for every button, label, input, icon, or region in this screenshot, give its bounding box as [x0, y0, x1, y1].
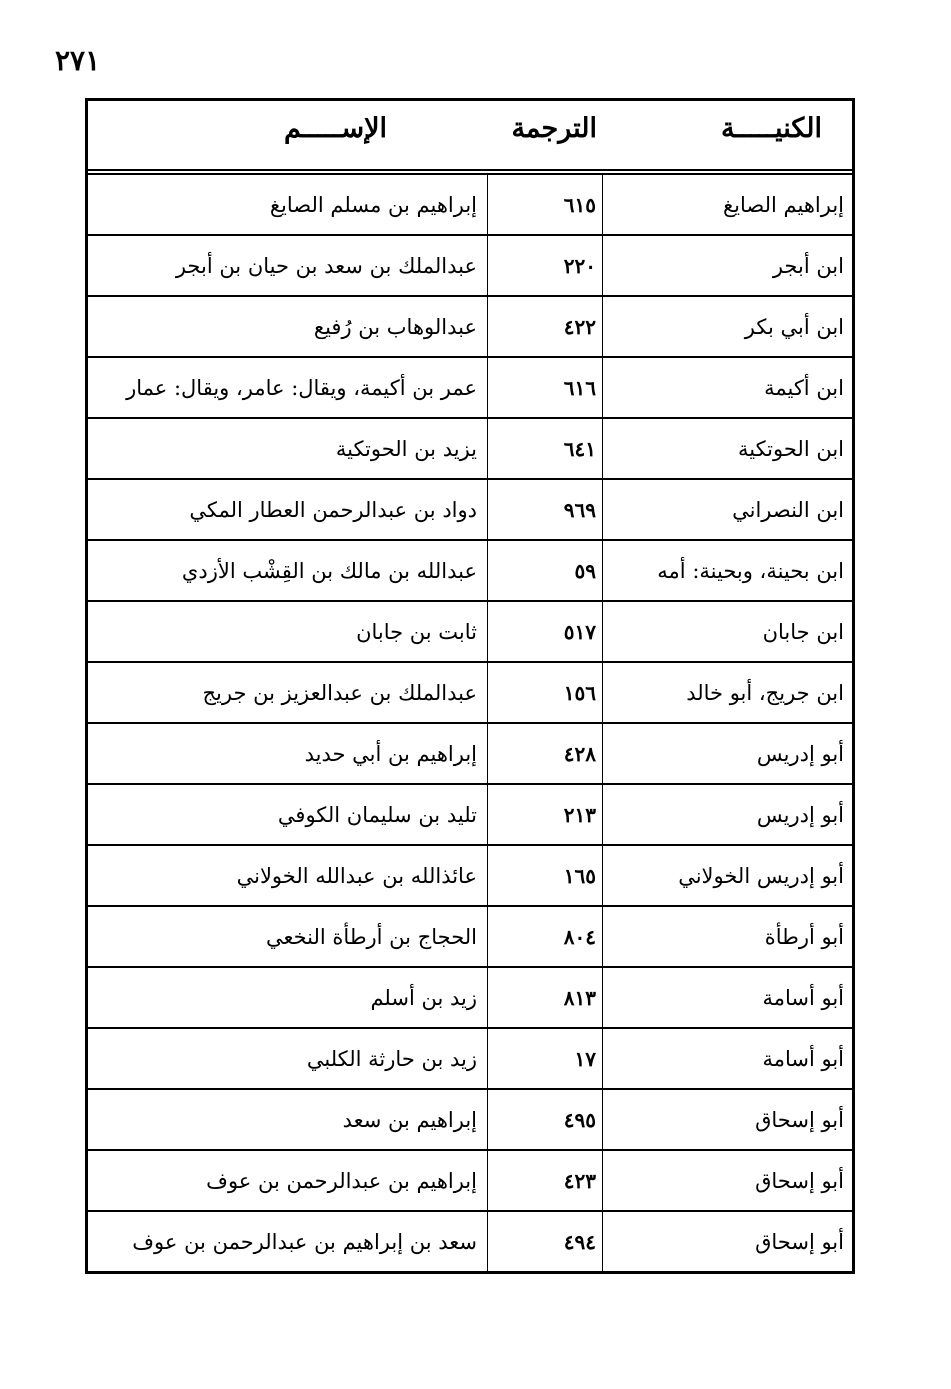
name-cell: عبدالملك بن عبدالعزيز بن جريج [202, 681, 477, 705]
header-name: الإســـــم [283, 113, 387, 144]
kunya-cell: ابن بحينة، وبحينة: أمه [602, 541, 852, 600]
kunya-cell: أبو إدريس الخولاني [602, 846, 852, 905]
kunya-cell: أبو أسامة [602, 968, 852, 1027]
kunya-cell: ابن النصراني [602, 480, 852, 539]
kunya-cell: أبو إدريس [602, 785, 852, 844]
table-row: ابن جابان ٥١٧ ثابت بن جابان [88, 602, 852, 663]
kunya-cell: ابن أبجر [602, 236, 852, 295]
translation-number-cell: ١٦٥ [487, 846, 602, 905]
translation-number-cell: ٦٤١ [487, 419, 602, 478]
name-cell: عمر بن أكيمة، ويقال: عامر، ويقال: عمار [126, 376, 477, 400]
table-row: ابن بحينة، وبحينة: أمه ٥٩ عبدالله بن مالك … [88, 541, 852, 602]
name-cell: تليد بن سليمان الكوفي [277, 803, 477, 827]
table-row: أبو إدريس الخولاني ١٦٥ عائذالله بن عبدالله… [88, 846, 852, 907]
name-cell: عائذالله بن عبدالله الخولاني [236, 864, 477, 888]
name-cell: عبدالوهاب بن رُفيع [313, 315, 477, 339]
name-cell: إبراهيم بن مسلم الصايغ [269, 193, 477, 217]
translation-number-cell: ١٧ [487, 1029, 602, 1088]
kunya-cell: ابن الحوتكية [602, 419, 852, 478]
translation-number-cell: ٢٢٠ [487, 236, 602, 295]
kunya-cell: أبو إدريس [602, 724, 852, 783]
table-row: أبو أرطأة ٨٠٤ الحجاج بن أرطأة النخعي [88, 907, 852, 968]
name-cell: إبراهيم بن عبدالرحمن بن عوف [206, 1169, 477, 1193]
name-cell: إبراهيم بن سعد [342, 1108, 477, 1132]
translation-number-cell: ٦١٥ [487, 175, 602, 234]
name-cell: عبدالله بن مالك بن القِشْب الأزدي [181, 559, 477, 583]
translation-number-cell: ٨٠٤ [487, 907, 602, 966]
table-row: ابن أكيمة ٦١٦ عمر بن أكيمة، ويقال: عامر، و… [88, 358, 852, 419]
kunya-cell: ابن أكيمة [602, 358, 852, 417]
translation-number-cell: ٥٩ [487, 541, 602, 600]
translation-number-cell: ٦١٦ [487, 358, 602, 417]
translation-number-cell: ٤٩٥ [487, 1090, 602, 1149]
table-row: ابن أبي بكر ٤٢٢ عبدالوهاب بن رُفيع [88, 297, 852, 358]
name-cell: يزيد بن الحوتكية [335, 437, 477, 461]
table-row: أبو أسامة ١٧ زيد بن حارثة الكلبي [88, 1029, 852, 1090]
translation-number-cell: ٤٩٤ [487, 1212, 602, 1273]
name-cell: زيد بن أسلم [370, 986, 477, 1010]
table-row: ابن أبجر ٢٢٠ عبدالملك بن سعد بن حيان بن أب… [88, 236, 852, 297]
translation-number-cell: ١٥٦ [487, 663, 602, 722]
table-row: أبو إسحاق ٤٩٤ سعد بن إبراهيم بن عبدالرحمن … [88, 1212, 852, 1273]
table-row: أبو إدريس ٢١٣ تليد بن سليمان الكوفي [88, 785, 852, 846]
name-cell: ثابت بن جابان [356, 620, 477, 644]
table-row: ابن الحوتكية ٦٤١ يزيد بن الحوتكية [88, 419, 852, 480]
kunya-cell: أبو إسحاق [602, 1151, 852, 1210]
name-cell: زيد بن حارثة الكلبي [306, 1047, 477, 1071]
name-cell: الحجاج بن أرطأة النخعي [265, 925, 477, 949]
kunya-cell: أبو إسحاق [602, 1090, 852, 1149]
translation-number-cell: ٤٢٢ [487, 297, 602, 356]
table-row: إبراهيم الصايغ ٦١٥ إبراهيم بن مسلم الصايغ [88, 175, 852, 236]
translation-number-cell: ٤٢٣ [487, 1151, 602, 1210]
table-header: الكنيـــــة الترجمة الإســـــم [88, 101, 852, 175]
kunya-cell: أبو أسامة [602, 1029, 852, 1088]
table-row: أبو إدريس ٤٢٨ إبراهيم بن أبي حديد [88, 724, 852, 785]
name-cell: عبدالملك بن سعد بن حيان بن أبجر [175, 254, 477, 278]
name-cell: دواد بن عبدالرحمن العطار المكي [189, 498, 477, 522]
translation-number-cell: ٤٢٨ [487, 724, 602, 783]
kunya-cell: أبو أرطأة [602, 907, 852, 966]
translation-number-cell: ٥١٧ [487, 602, 602, 661]
kunya-cell: ابن جابان [602, 602, 852, 661]
table-body: إبراهيم الصايغ ٦١٥ إبراهيم بن مسلم الصايغ ا… [88, 175, 852, 1273]
table-row: أبو إسحاق ٤٩٥ إبراهيم بن سعد [88, 1090, 852, 1151]
translation-number-cell: ٢١٣ [487, 785, 602, 844]
kunya-cell: ابن أبي بكر [602, 297, 852, 356]
table-row: أبو أسامة ٨١٣ زيد بن أسلم [88, 968, 852, 1029]
header-translation: الترجمة [511, 113, 597, 144]
name-cell: سعد بن إبراهيم بن عبدالرحمن بن عوف [132, 1230, 477, 1254]
header-kunya: الكنيـــــة [721, 113, 822, 144]
kunya-cell: أبو إسحاق [602, 1212, 852, 1273]
table-row: أبو إسحاق ٤٢٣ إبراهيم بن عبدالرحمن بن عوف [88, 1151, 852, 1212]
translation-number-cell: ٩٦٩ [487, 480, 602, 539]
page-number: ٢٧١ [55, 44, 101, 77]
name-cell: إبراهيم بن أبي حديد [304, 742, 477, 766]
kunya-cell: إبراهيم الصايغ [602, 175, 852, 234]
table-row: ابن النصراني ٩٦٩ دواد بن عبدالرحمن العطار … [88, 480, 852, 541]
translation-number-cell: ٨١٣ [487, 968, 602, 1027]
kunya-cell: ابن جريج، أبو خالد [602, 663, 852, 722]
index-table: الكنيـــــة الترجمة الإســـــم إبراهيم ا… [85, 98, 855, 1274]
table-row: ابن جريج، أبو خالد ١٥٦ عبدالملك بن عبدالعز… [88, 663, 852, 724]
